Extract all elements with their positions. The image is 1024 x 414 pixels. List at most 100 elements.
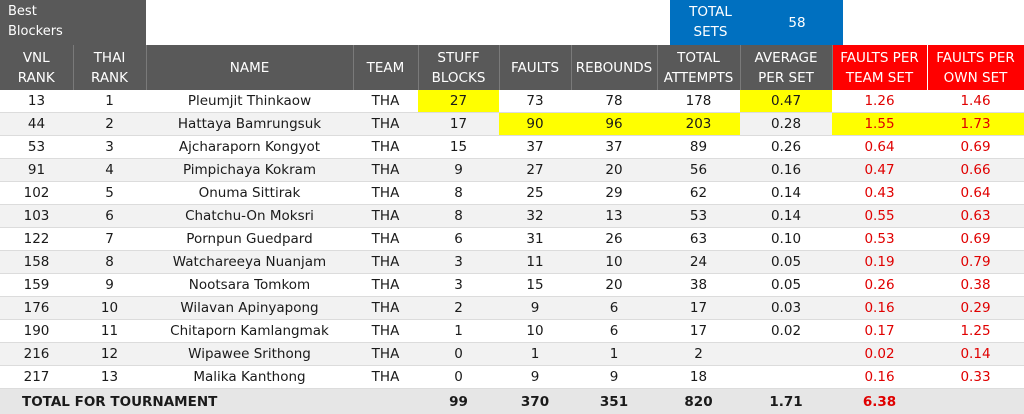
cell-avg[interactable]: 0.05 [740,250,832,274]
cell-avg[interactable]: 0.05 [740,273,832,297]
cell-vnl[interactable]: 91 [0,158,73,182]
cell-faults[interactable]: 11 [499,250,571,274]
cell-name[interactable]: Pimpichaya Kokram [146,158,353,182]
cell-team[interactable]: THA [353,204,418,228]
cell-team[interactable]: THA [353,250,418,274]
cell-thai[interactable]: 11 [73,319,146,343]
cell-thai[interactable]: 4 [73,158,146,182]
cell-stuff[interactable]: 0 [418,365,499,389]
cell-rebounds[interactable]: 13 [571,204,657,228]
cell-avg[interactable] [740,365,832,389]
cell-attempts[interactable]: 18 [657,365,740,389]
col-header-rebounds[interactable]: REBOUNDS [571,45,658,90]
cell-fos[interactable]: 0.63 [927,204,1024,228]
total-label[interactable]: TOTAL FOR TOURNAMENT [0,388,418,414]
cell-rebounds[interactable]: 6 [571,319,657,343]
col-header-faults[interactable]: FAULTS [499,45,572,90]
cell-vnl[interactable]: 217 [0,365,73,389]
cell-avg[interactable] [740,342,832,366]
cell-avg[interactable]: 0.16 [740,158,832,182]
cell-fos[interactable]: 0.64 [927,181,1024,205]
cell-attempts[interactable]: 53 [657,204,740,228]
cell-name[interactable]: Hattaya Bamrungsuk [146,112,353,136]
cell-name[interactable]: Pornpun Guedpard [146,227,353,251]
cell-thai[interactable]: 6 [73,204,146,228]
cell-stuff[interactable]: 9 [418,158,499,182]
total-rebounds[interactable]: 351 [571,388,657,414]
cell-fos[interactable]: 0.14 [927,342,1024,366]
cell-fos[interactable]: 1.46 [927,90,1024,113]
cell-fos[interactable]: 1.25 [927,319,1024,343]
col-header-vnl-rank[interactable]: VNL RANK [0,45,74,90]
cell-fts[interactable]: 1.26 [832,90,927,113]
title-cell[interactable]: Best Blockers [0,0,146,45]
cell-faults[interactable]: 90 [499,112,571,136]
cell-stuff[interactable]: 6 [418,227,499,251]
cell-attempts[interactable]: 203 [657,112,740,136]
total-sets-value-cell[interactable]: 58 [751,0,843,45]
cell-faults[interactable]: 73 [499,90,571,113]
cell-team[interactable]: THA [353,365,418,389]
cell-fts[interactable]: 0.16 [832,365,927,389]
cell-thai[interactable]: 5 [73,181,146,205]
cell-attempts[interactable]: 178 [657,90,740,113]
col-header-total-attempts[interactable]: TOTAL ATTEMPTS [657,45,741,90]
cell-faults[interactable]: 37 [499,135,571,159]
cell-thai[interactable]: 9 [73,273,146,297]
cell-name[interactable]: Chatchu-On Moksri [146,204,353,228]
col-header-name[interactable]: NAME [146,45,354,90]
cell-fos[interactable]: 1.73 [927,112,1024,136]
cell-fos[interactable]: 0.29 [927,296,1024,320]
cell-team[interactable]: THA [353,90,418,113]
cell-avg[interactable]: 0.14 [740,204,832,228]
cell-fts[interactable]: 0.47 [832,158,927,182]
cell-thai[interactable]: 1 [73,90,146,113]
cell-fts[interactable]: 0.26 [832,273,927,297]
total-avg[interactable]: 1.71 [740,388,832,414]
cell-faults[interactable]: 10 [499,319,571,343]
cell-rebounds[interactable]: 20 [571,273,657,297]
cell-stuff[interactable]: 8 [418,204,499,228]
cell-attempts[interactable]: 63 [657,227,740,251]
cell-stuff[interactable]: 2 [418,296,499,320]
total-faults[interactable]: 370 [499,388,571,414]
cell-team[interactable]: THA [353,112,418,136]
cell-vnl[interactable]: 13 [0,90,73,113]
col-header-average-per-set[interactable]: AVERAGE PER SET [740,45,833,90]
cell-vnl[interactable]: 122 [0,227,73,251]
total-fts[interactable]: 6.38 [832,388,927,414]
cell-faults[interactable]: 15 [499,273,571,297]
cell-name[interactable]: Malika Kanthong [146,365,353,389]
cell-rebounds[interactable]: 6 [571,296,657,320]
cell-rebounds[interactable]: 29 [571,181,657,205]
cell-thai[interactable]: 12 [73,342,146,366]
cell-rebounds[interactable]: 96 [571,112,657,136]
cell-faults[interactable]: 27 [499,158,571,182]
cell-fts[interactable]: 0.02 [832,342,927,366]
cell-name[interactable]: Wipawee Srithong [146,342,353,366]
cell-avg[interactable]: 0.14 [740,181,832,205]
cell-fos[interactable]: 0.69 [927,227,1024,251]
cell-faults[interactable]: 1 [499,342,571,366]
cell-rebounds[interactable]: 37 [571,135,657,159]
cell-vnl[interactable]: 176 [0,296,73,320]
cell-stuff[interactable]: 0 [418,342,499,366]
cell-thai[interactable]: 7 [73,227,146,251]
cell-team[interactable]: THA [353,227,418,251]
cell-attempts[interactable]: 24 [657,250,740,274]
cell-fos[interactable]: 0.33 [927,365,1024,389]
cell-avg[interactable]: 0.26 [740,135,832,159]
cell-fts[interactable]: 0.64 [832,135,927,159]
cell-team[interactable]: THA [353,342,418,366]
cell-attempts[interactable]: 17 [657,319,740,343]
cell-vnl[interactable]: 158 [0,250,73,274]
col-header-faults-per-own-set[interactable]: FAULTS PER OWN SET [927,45,1024,90]
total-attempts[interactable]: 820 [657,388,740,414]
cell-team[interactable]: THA [353,319,418,343]
cell-attempts[interactable]: 2 [657,342,740,366]
cell-name[interactable]: Nootsara Tomkom [146,273,353,297]
cell-name[interactable]: Chitaporn Kamlangmak [146,319,353,343]
cell-avg[interactable]: 0.47 [740,90,832,113]
cell-rebounds[interactable]: 78 [571,90,657,113]
cell-thai[interactable]: 3 [73,135,146,159]
